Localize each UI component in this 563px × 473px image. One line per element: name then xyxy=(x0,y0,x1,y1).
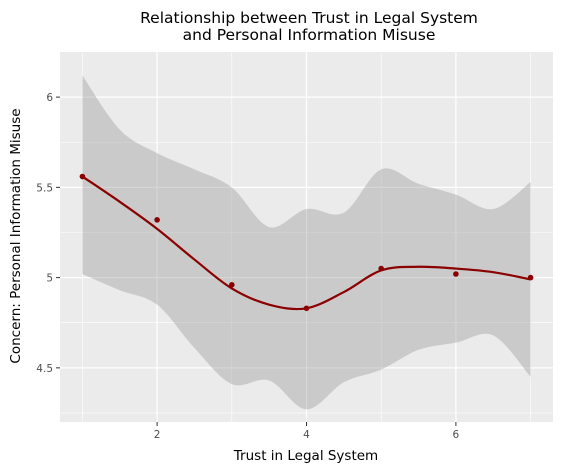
data-point xyxy=(303,305,310,312)
major-gridlines xyxy=(60,52,553,422)
x-tick-label: 6 xyxy=(453,429,460,441)
x-axis-title: Trust in Legal System xyxy=(233,448,378,464)
x-axis-ticks: 2 4 6 xyxy=(154,422,460,441)
y-tick-label: 6 xyxy=(46,92,53,104)
data-points xyxy=(79,173,534,312)
chart-title-line-2: and Personal Information Misuse xyxy=(183,26,436,44)
y-axis-title: Concern: Personal Information Misuse xyxy=(8,108,24,363)
x-tick-label: 4 xyxy=(303,429,310,441)
x-tick-label: 2 xyxy=(154,429,161,441)
data-point xyxy=(229,282,235,288)
data-point xyxy=(453,271,459,277)
y-tick-label: 4.5 xyxy=(36,363,53,375)
data-point xyxy=(378,265,384,272)
data-point xyxy=(154,217,160,223)
y-axis-ticks: 4.5 5 5.5 6 xyxy=(36,92,60,375)
chart-title-line-1: Relationship between Trust in Legal Syst… xyxy=(140,9,478,27)
y-tick-label: 5.5 xyxy=(36,182,53,194)
data-point xyxy=(527,274,534,281)
y-tick-label: 5 xyxy=(46,273,53,285)
confidence-band xyxy=(82,75,531,410)
data-point xyxy=(79,173,86,180)
